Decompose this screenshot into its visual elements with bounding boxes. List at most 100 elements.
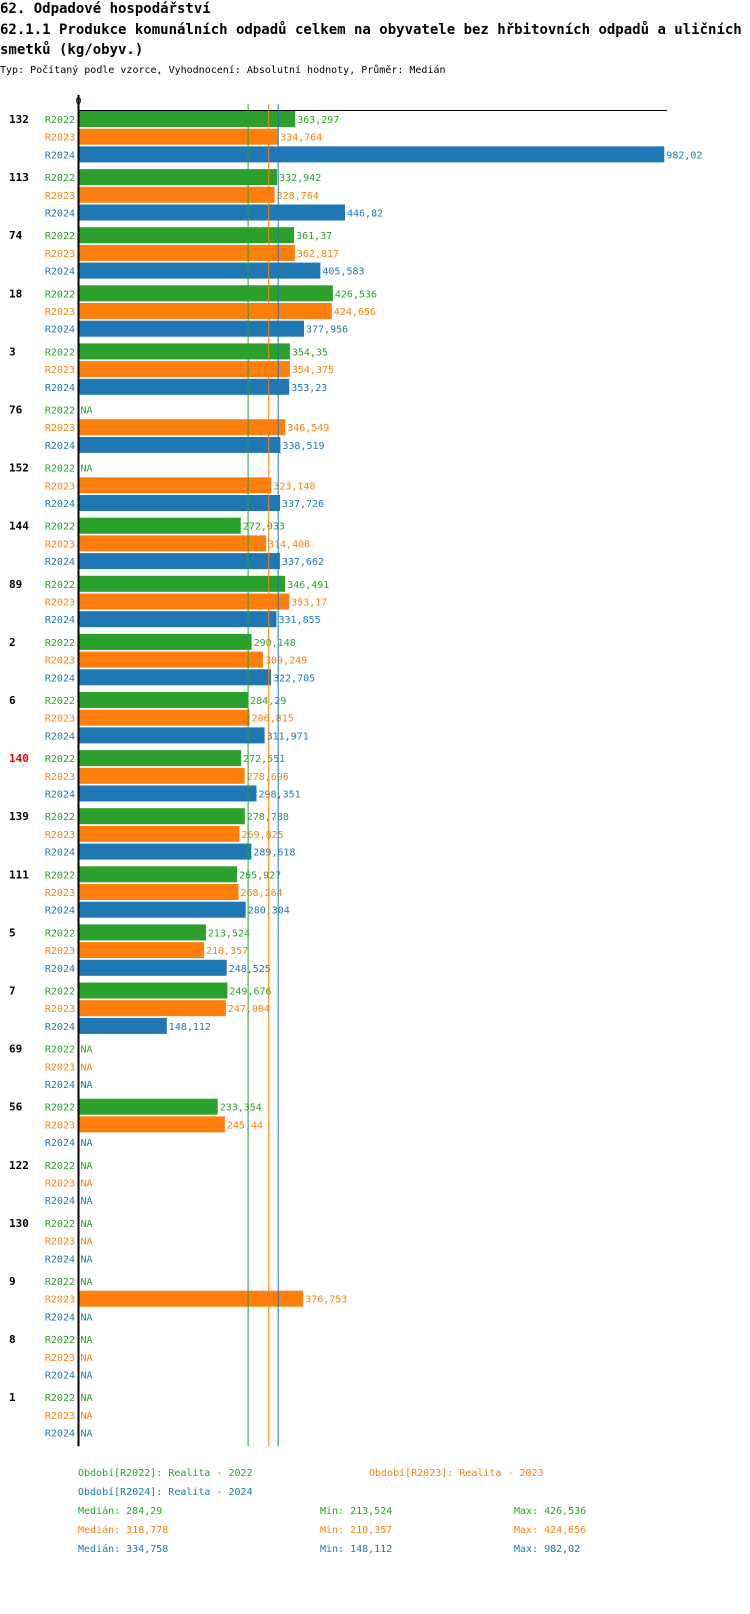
value-label-152-R2022: NA (81, 464, 93, 475)
legend-min-r2022: Min: 213,524 (320, 1506, 393, 1517)
category-label-6: 6 (9, 694, 16, 707)
chart-title: 62.1.1 Produkce komunálních odpadů celke… (0, 22, 742, 58)
legend-min-r2023: Min: 210,357 (320, 1525, 393, 1536)
value-label-130-R2024: NA (81, 1254, 93, 1265)
value-label-113-R2024: 446,82 (347, 209, 383, 220)
bar-132-R2024 (78, 146, 665, 163)
bar-6-R2024 (78, 727, 265, 744)
value-label-9-R2024: NA (81, 1312, 93, 1323)
bar-139-R2024 (78, 843, 252, 860)
series-label-5-R2024: R2024 (45, 964, 75, 975)
bar-113-R2022 (78, 169, 278, 186)
bar-56-R2023 (78, 1116, 225, 1133)
series-label-139-R2022: R2022 (45, 812, 75, 823)
value-label-69-R2024: NA (81, 1080, 93, 1091)
category-label-56: 56 (9, 1101, 23, 1114)
bar-7-R2023 (78, 1000, 226, 1017)
series-label-152-R2023: R2023 (45, 481, 75, 492)
value-label-132-R2024: 982,02 (666, 150, 702, 161)
legend-max-r2024: Max: 982,02 (514, 1544, 581, 1555)
value-label-2-R2024: 322,705 (273, 673, 315, 684)
series-label-74-R2022: R2022 (45, 231, 75, 242)
series-label-8-R2023: R2023 (45, 1353, 75, 1364)
bar-3-R2024 (78, 378, 290, 395)
bar-132-R2022 (78, 111, 296, 127)
series-label-3-R2024: R2024 (45, 383, 75, 394)
value-label-1-R2024: NA (81, 1429, 93, 1440)
series-label-130-R2023: R2023 (45, 1237, 75, 1248)
bar-111-R2022 (78, 866, 238, 883)
page-title: 62. Odpadové hospodářství (0, 1, 211, 17)
value-label-89-R2024: 331,855 (279, 615, 321, 626)
series-label-6-R2024: R2024 (45, 731, 75, 742)
series-label-140-R2022: R2022 (45, 754, 75, 765)
bar-18-R2022 (78, 285, 333, 302)
value-label-144-R2024: 337,662 (282, 557, 324, 568)
value-label-5-R2024: 248,525 (229, 964, 271, 975)
category-label-140: 140 (9, 752, 29, 765)
series-label-74-R2024: R2024 (45, 267, 75, 278)
value-label-139-R2024: 289,618 (253, 848, 295, 859)
value-label-1-R2022: NA (81, 1393, 93, 1404)
category-label-144: 144 (9, 520, 29, 533)
series-label-139-R2023: R2023 (45, 830, 75, 841)
category-label-3: 3 (9, 345, 16, 358)
series-label-69-R2024: R2024 (45, 1080, 75, 1091)
value-label-111-R2022: 265,927 (239, 870, 281, 881)
series-label-56-R2022: R2022 (45, 1103, 75, 1114)
bar-6-R2022 (78, 692, 249, 708)
bar-3-R2022 (78, 343, 290, 360)
value-label-76-R2024: 338,519 (282, 441, 324, 452)
bar-56-R2022 (78, 1098, 218, 1115)
legend: Období[R2022]: Realita - 2022 Období[R20… (0, 1468, 750, 1614)
value-label-152-R2024: 337,726 (282, 499, 324, 510)
series-label-56-R2023: R2023 (45, 1120, 75, 1131)
series-label-122-R2024: R2024 (45, 1196, 75, 1207)
bar-9-R2023 (78, 1290, 304, 1307)
legend-period-r2022: Období[R2022]: Realita - 2022 (78, 1468, 253, 1479)
series-label-113-R2024: R2024 (45, 209, 75, 220)
series-label-7-R2023: R2023 (45, 1004, 75, 1015)
bar-89-R2022 (78, 575, 286, 592)
value-label-9-R2023: 376,753 (305, 1295, 347, 1306)
bar-5-R2023 (78, 942, 204, 959)
series-label-113-R2023: R2023 (45, 191, 75, 202)
value-label-74-R2022: 361,37 (296, 231, 332, 242)
series-label-2-R2023: R2023 (45, 656, 75, 667)
value-label-7-R2022: 249,676 (229, 987, 271, 998)
series-label-3-R2023: R2023 (45, 365, 75, 376)
series-label-111-R2023: R2023 (45, 888, 75, 899)
series-label-89-R2024: R2024 (45, 615, 75, 626)
chart-subtitle: Typ: Počítaný podle vzorce, Vyhodnocení:… (0, 65, 446, 76)
value-label-74-R2024: 405,583 (322, 267, 364, 278)
series-label-140-R2024: R2024 (45, 790, 75, 801)
series-label-7-R2022: R2022 (45, 987, 75, 998)
series-label-1-R2024: R2024 (45, 1429, 75, 1440)
series-label-56-R2024: R2024 (45, 1138, 75, 1149)
series-label-111-R2022: R2022 (45, 870, 75, 881)
bar-5-R2024 (78, 959, 227, 976)
category-label-139: 139 (9, 810, 29, 823)
value-label-6-R2024: 311,971 (267, 731, 309, 742)
value-label-122-R2023: NA (81, 1179, 93, 1190)
bar-144-R2024 (78, 553, 280, 570)
value-label-69-R2022: NA (81, 1045, 93, 1056)
series-label-130-R2022: R2022 (45, 1219, 75, 1230)
bar-140-R2024 (78, 785, 257, 802)
series-label-8-R2024: R2024 (45, 1371, 75, 1382)
category-label-9: 9 (9, 1275, 16, 1288)
bar-113-R2024 (78, 204, 345, 221)
bar-152-R2023 (78, 477, 272, 494)
series-label-132-R2024: R2024 (45, 150, 75, 161)
value-label-139-R2023: 269,825 (242, 830, 284, 841)
value-label-132-R2022: 363,297 (297, 115, 339, 126)
series-label-18-R2022: R2022 (45, 289, 75, 300)
value-label-56-R2023: 245,44 (227, 1120, 263, 1131)
value-label-9-R2022: NA (81, 1277, 93, 1288)
bar-140-R2022 (78, 750, 242, 767)
series-label-144-R2022: R2022 (45, 522, 75, 533)
category-label-122: 122 (9, 1159, 29, 1172)
value-label-140-R2023: 278,696 (247, 772, 289, 783)
bar-7-R2022 (78, 982, 228, 999)
category-label-113: 113 (9, 171, 29, 184)
